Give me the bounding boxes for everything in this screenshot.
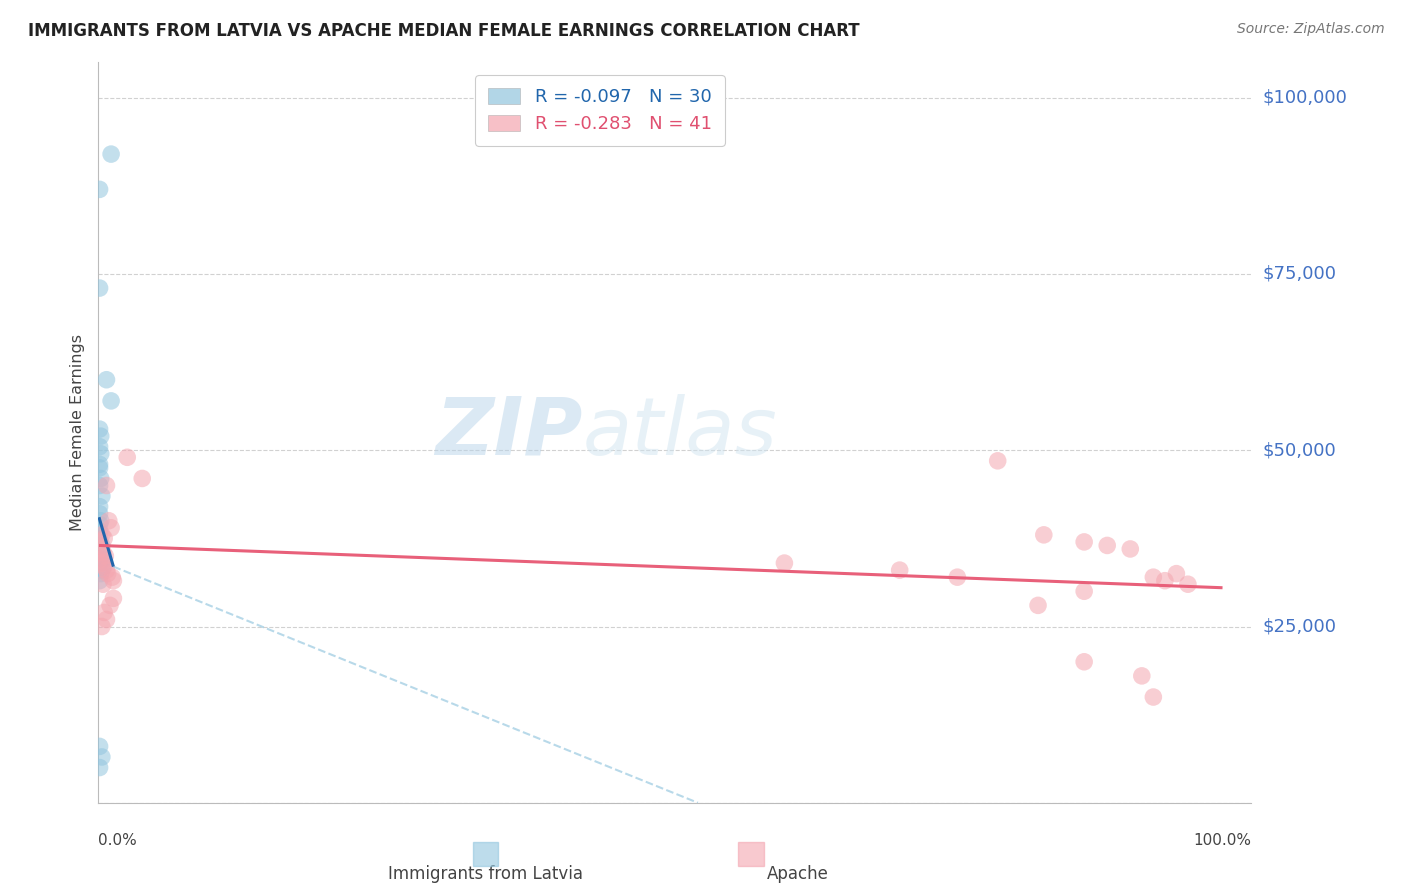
Text: 100.0%: 100.0% (1194, 833, 1251, 848)
Text: $25,000: $25,000 (1263, 617, 1337, 635)
Point (100, 521, 122, 535)
Point (89, 458, 111, 472)
Point (103, 591, 125, 606)
Point (1142, 570, 1164, 584)
Point (90, 619, 112, 633)
Point (90, 471, 112, 485)
Point (89, 552, 111, 566)
Point (89, 739, 111, 754)
Bar (738, 842, 763, 866)
Point (90, 514, 112, 528)
Point (97, 566, 120, 581)
Text: Apache: Apache (768, 865, 830, 883)
Point (96, 478, 118, 492)
Point (773, 556, 796, 570)
Point (103, 574, 125, 588)
Point (1119, 541, 1142, 556)
Point (90, 549, 112, 563)
Text: $100,000: $100,000 (1263, 88, 1347, 107)
Point (1166, 566, 1188, 581)
Point (94, 549, 117, 563)
Point (90, 528, 112, 542)
Text: Source: ZipAtlas.com: Source: ZipAtlas.com (1237, 22, 1385, 37)
Point (89, 422, 111, 436)
Point (90, 750, 112, 764)
Point (1073, 584, 1095, 599)
Point (91, 552, 114, 566)
Point (89, 532, 111, 546)
Point (91, 577, 114, 591)
Point (89, 182, 111, 196)
Text: IMMIGRANTS FROM LATVIA VS APACHE MEDIAN FEMALE EARNINGS CORRELATION CHART: IMMIGRANTS FROM LATVIA VS APACHE MEDIAN … (28, 22, 859, 40)
Point (89, 517, 111, 532)
Point (91, 559, 114, 574)
Point (89, 478, 111, 492)
Point (90, 429, 112, 443)
Point (90, 541, 112, 556)
Point (89, 535, 111, 549)
Y-axis label: Median Female Earnings: Median Female Earnings (70, 334, 86, 531)
Text: Immigrants from Latvia: Immigrants from Latvia (388, 865, 582, 883)
Point (89, 760, 111, 774)
Point (117, 450, 139, 465)
Point (1142, 690, 1164, 704)
Text: $50,000: $50,000 (1263, 442, 1336, 459)
Point (1026, 599, 1049, 613)
Point (1097, 538, 1119, 552)
Point (96, 612, 118, 626)
Point (889, 563, 911, 577)
Point (1032, 528, 1054, 542)
Legend: R = -0.097   N = 30, R = -0.283   N = 41: R = -0.097 N = 30, R = -0.283 N = 41 (475, 75, 724, 146)
Point (100, 147, 122, 161)
Point (97, 514, 120, 528)
Point (946, 570, 969, 584)
Text: atlas: atlas (582, 393, 778, 472)
Bar (472, 842, 499, 866)
Text: $75,000: $75,000 (1263, 265, 1337, 283)
Point (98, 599, 121, 613)
Point (93, 532, 115, 546)
Point (90, 538, 112, 552)
Point (101, 570, 124, 584)
Point (90, 556, 112, 570)
Point (1073, 535, 1095, 549)
Point (93, 606, 115, 620)
Point (89, 524, 111, 539)
Point (90, 447, 112, 461)
Point (1130, 669, 1153, 683)
Point (96, 563, 118, 577)
Point (89, 461, 111, 475)
Point (89, 500, 111, 514)
Point (131, 471, 153, 485)
Point (93, 559, 115, 574)
Point (89, 281, 111, 295)
Point (96, 373, 118, 387)
Point (1154, 574, 1177, 588)
Point (1177, 577, 1199, 591)
Point (90, 563, 112, 577)
Point (91, 545, 114, 559)
Point (1073, 655, 1095, 669)
Point (100, 393, 122, 408)
Point (90, 489, 112, 503)
Point (89, 507, 111, 521)
Point (89, 440, 111, 454)
Point (987, 454, 1010, 468)
Text: ZIP: ZIP (436, 393, 582, 472)
Text: 0.0%: 0.0% (98, 833, 138, 848)
Point (90, 566, 112, 581)
Point (89, 574, 111, 588)
